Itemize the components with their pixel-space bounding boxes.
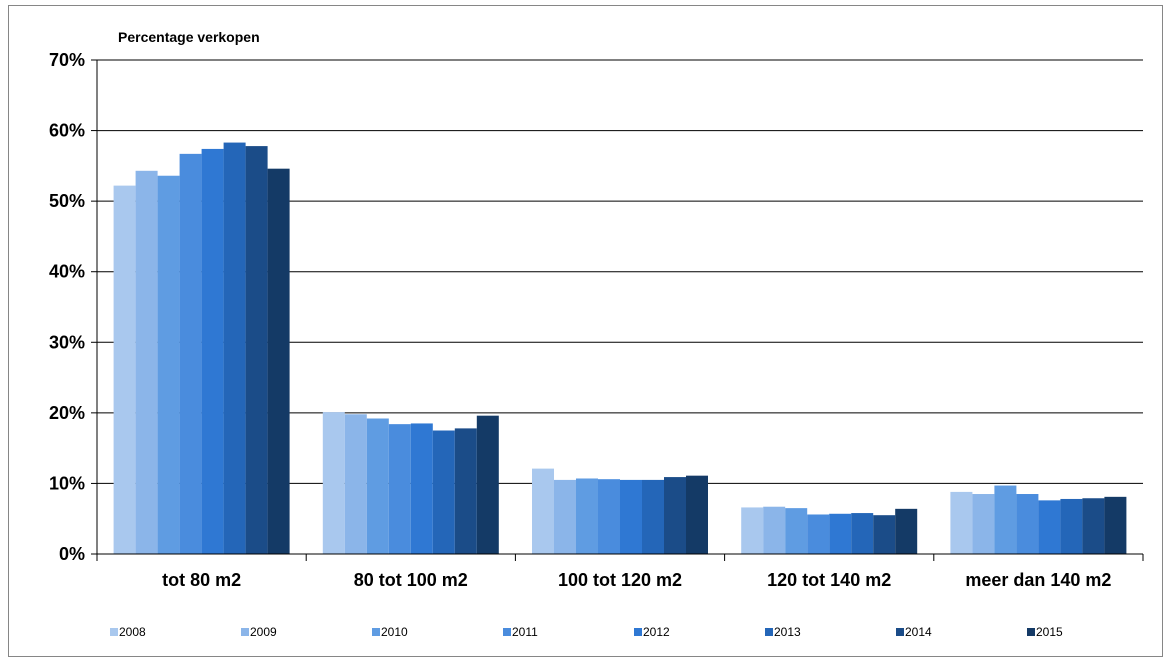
bar-2014-3 <box>873 515 896 554</box>
bar-2015-1 <box>476 415 499 554</box>
bar-2009-1 <box>344 414 367 554</box>
legend-swatch <box>110 628 118 636</box>
legend-swatch <box>503 628 511 636</box>
bar-2012-0 <box>201 148 224 555</box>
bar-2010-2 <box>576 478 598 554</box>
bar-2008-3 <box>741 507 764 554</box>
bar-2011-2 <box>598 479 620 554</box>
legend-label: 2012 <box>643 625 670 639</box>
bar-2008-2 <box>532 468 554 554</box>
bar-2010-3 <box>785 508 808 554</box>
bar-2008-0 <box>113 185 136 555</box>
legend-label: 2013 <box>774 625 801 639</box>
y-tick-labels: 0% 10% 20% 30% 40% 50% 60% 70% <box>49 50 85 564</box>
category-label: 120 tot 140 m2 <box>767 570 891 590</box>
y-tick-label: 0% <box>59 544 85 564</box>
legend-swatch <box>765 628 773 636</box>
bar-2015-4 <box>1104 496 1127 554</box>
legend-label: 2009 <box>250 625 277 639</box>
y-axis-title: Percentage verkopen <box>118 29 260 45</box>
bar-2013-0 <box>223 142 246 554</box>
legend-label: 2008 <box>119 625 146 639</box>
bar-2014-0 <box>245 146 268 554</box>
bar-2013-1 <box>432 430 455 554</box>
bar-2012-1 <box>410 423 433 554</box>
bar-2012-2 <box>620 479 642 554</box>
bar-2009-4 <box>972 494 995 554</box>
bar-2015-0 <box>267 168 290 554</box>
y-tick-label: 20% <box>49 403 85 423</box>
bar-2009-0 <box>135 170 158 554</box>
category-label: tot 80 m2 <box>162 570 241 590</box>
bar-2010-4 <box>994 485 1017 554</box>
legend: 2008 2009 2010 2011 2012 2013 2014 2015 <box>110 625 1063 639</box>
bar-2011-1 <box>388 424 411 554</box>
y-tick-label: 70% <box>49 50 85 70</box>
y-tick-label: 50% <box>49 191 85 211</box>
y-tick-label: 10% <box>49 473 85 493</box>
bar-2009-3 <box>763 506 786 554</box>
bar-2013-4 <box>1060 498 1083 554</box>
bar-2013-3 <box>851 513 874 554</box>
bar-2011-0 <box>179 153 202 555</box>
legend-swatch <box>372 628 380 636</box>
bar-2012-3 <box>829 513 852 554</box>
bar-2011-4 <box>1016 494 1039 554</box>
bar-2015-3 <box>895 508 918 554</box>
bar-2014-1 <box>454 428 477 554</box>
bar-2010-0 <box>157 175 180 555</box>
legend-label: 2011 <box>512 625 538 639</box>
bar-2013-2 <box>642 479 664 554</box>
legend-swatch <box>896 628 904 636</box>
legend-swatch <box>241 628 249 636</box>
category-label: meer dan 140 m2 <box>965 570 1111 590</box>
bar-2014-2 <box>664 477 686 554</box>
bars <box>113 142 1127 555</box>
y-tick-label: 60% <box>49 121 85 141</box>
bar-2014-4 <box>1082 498 1105 554</box>
y-tick-label: 40% <box>49 262 85 282</box>
legend-label: 2010 <box>381 625 408 639</box>
bar-2015-2 <box>686 475 708 554</box>
y-tick-label: 30% <box>49 332 85 352</box>
bar-2010-1 <box>366 418 389 554</box>
legend-swatch <box>634 628 642 636</box>
bar-2008-1 <box>322 412 345 554</box>
legend-swatch <box>1027 628 1035 636</box>
bar-2008-4 <box>950 491 973 554</box>
category-labels: tot 80 m2 80 tot 100 m2 100 tot 120 m2 120 … <box>162 570 1111 590</box>
legend-label: 2015 <box>1036 625 1063 639</box>
bar-2012-4 <box>1038 500 1061 554</box>
category-label: 80 tot 100 m2 <box>354 570 468 590</box>
bar-2011-3 <box>807 514 830 554</box>
legend-label: 2014 <box>905 625 932 639</box>
bar-2009-2 <box>554 479 576 554</box>
axes <box>96 60 1144 561</box>
category-label: 100 tot 120 m2 <box>558 570 682 590</box>
